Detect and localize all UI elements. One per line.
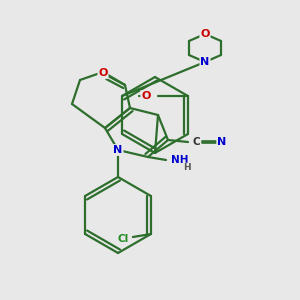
Text: Cl: Cl bbox=[117, 234, 128, 244]
Text: N: N bbox=[218, 137, 226, 147]
Text: N: N bbox=[200, 57, 210, 67]
Text: H: H bbox=[183, 164, 191, 172]
Text: O: O bbox=[141, 91, 151, 101]
Text: N: N bbox=[113, 145, 123, 155]
Text: O: O bbox=[98, 68, 108, 78]
Text: O: O bbox=[200, 29, 210, 39]
Text: NH: NH bbox=[171, 155, 189, 165]
Text: C: C bbox=[192, 137, 200, 147]
